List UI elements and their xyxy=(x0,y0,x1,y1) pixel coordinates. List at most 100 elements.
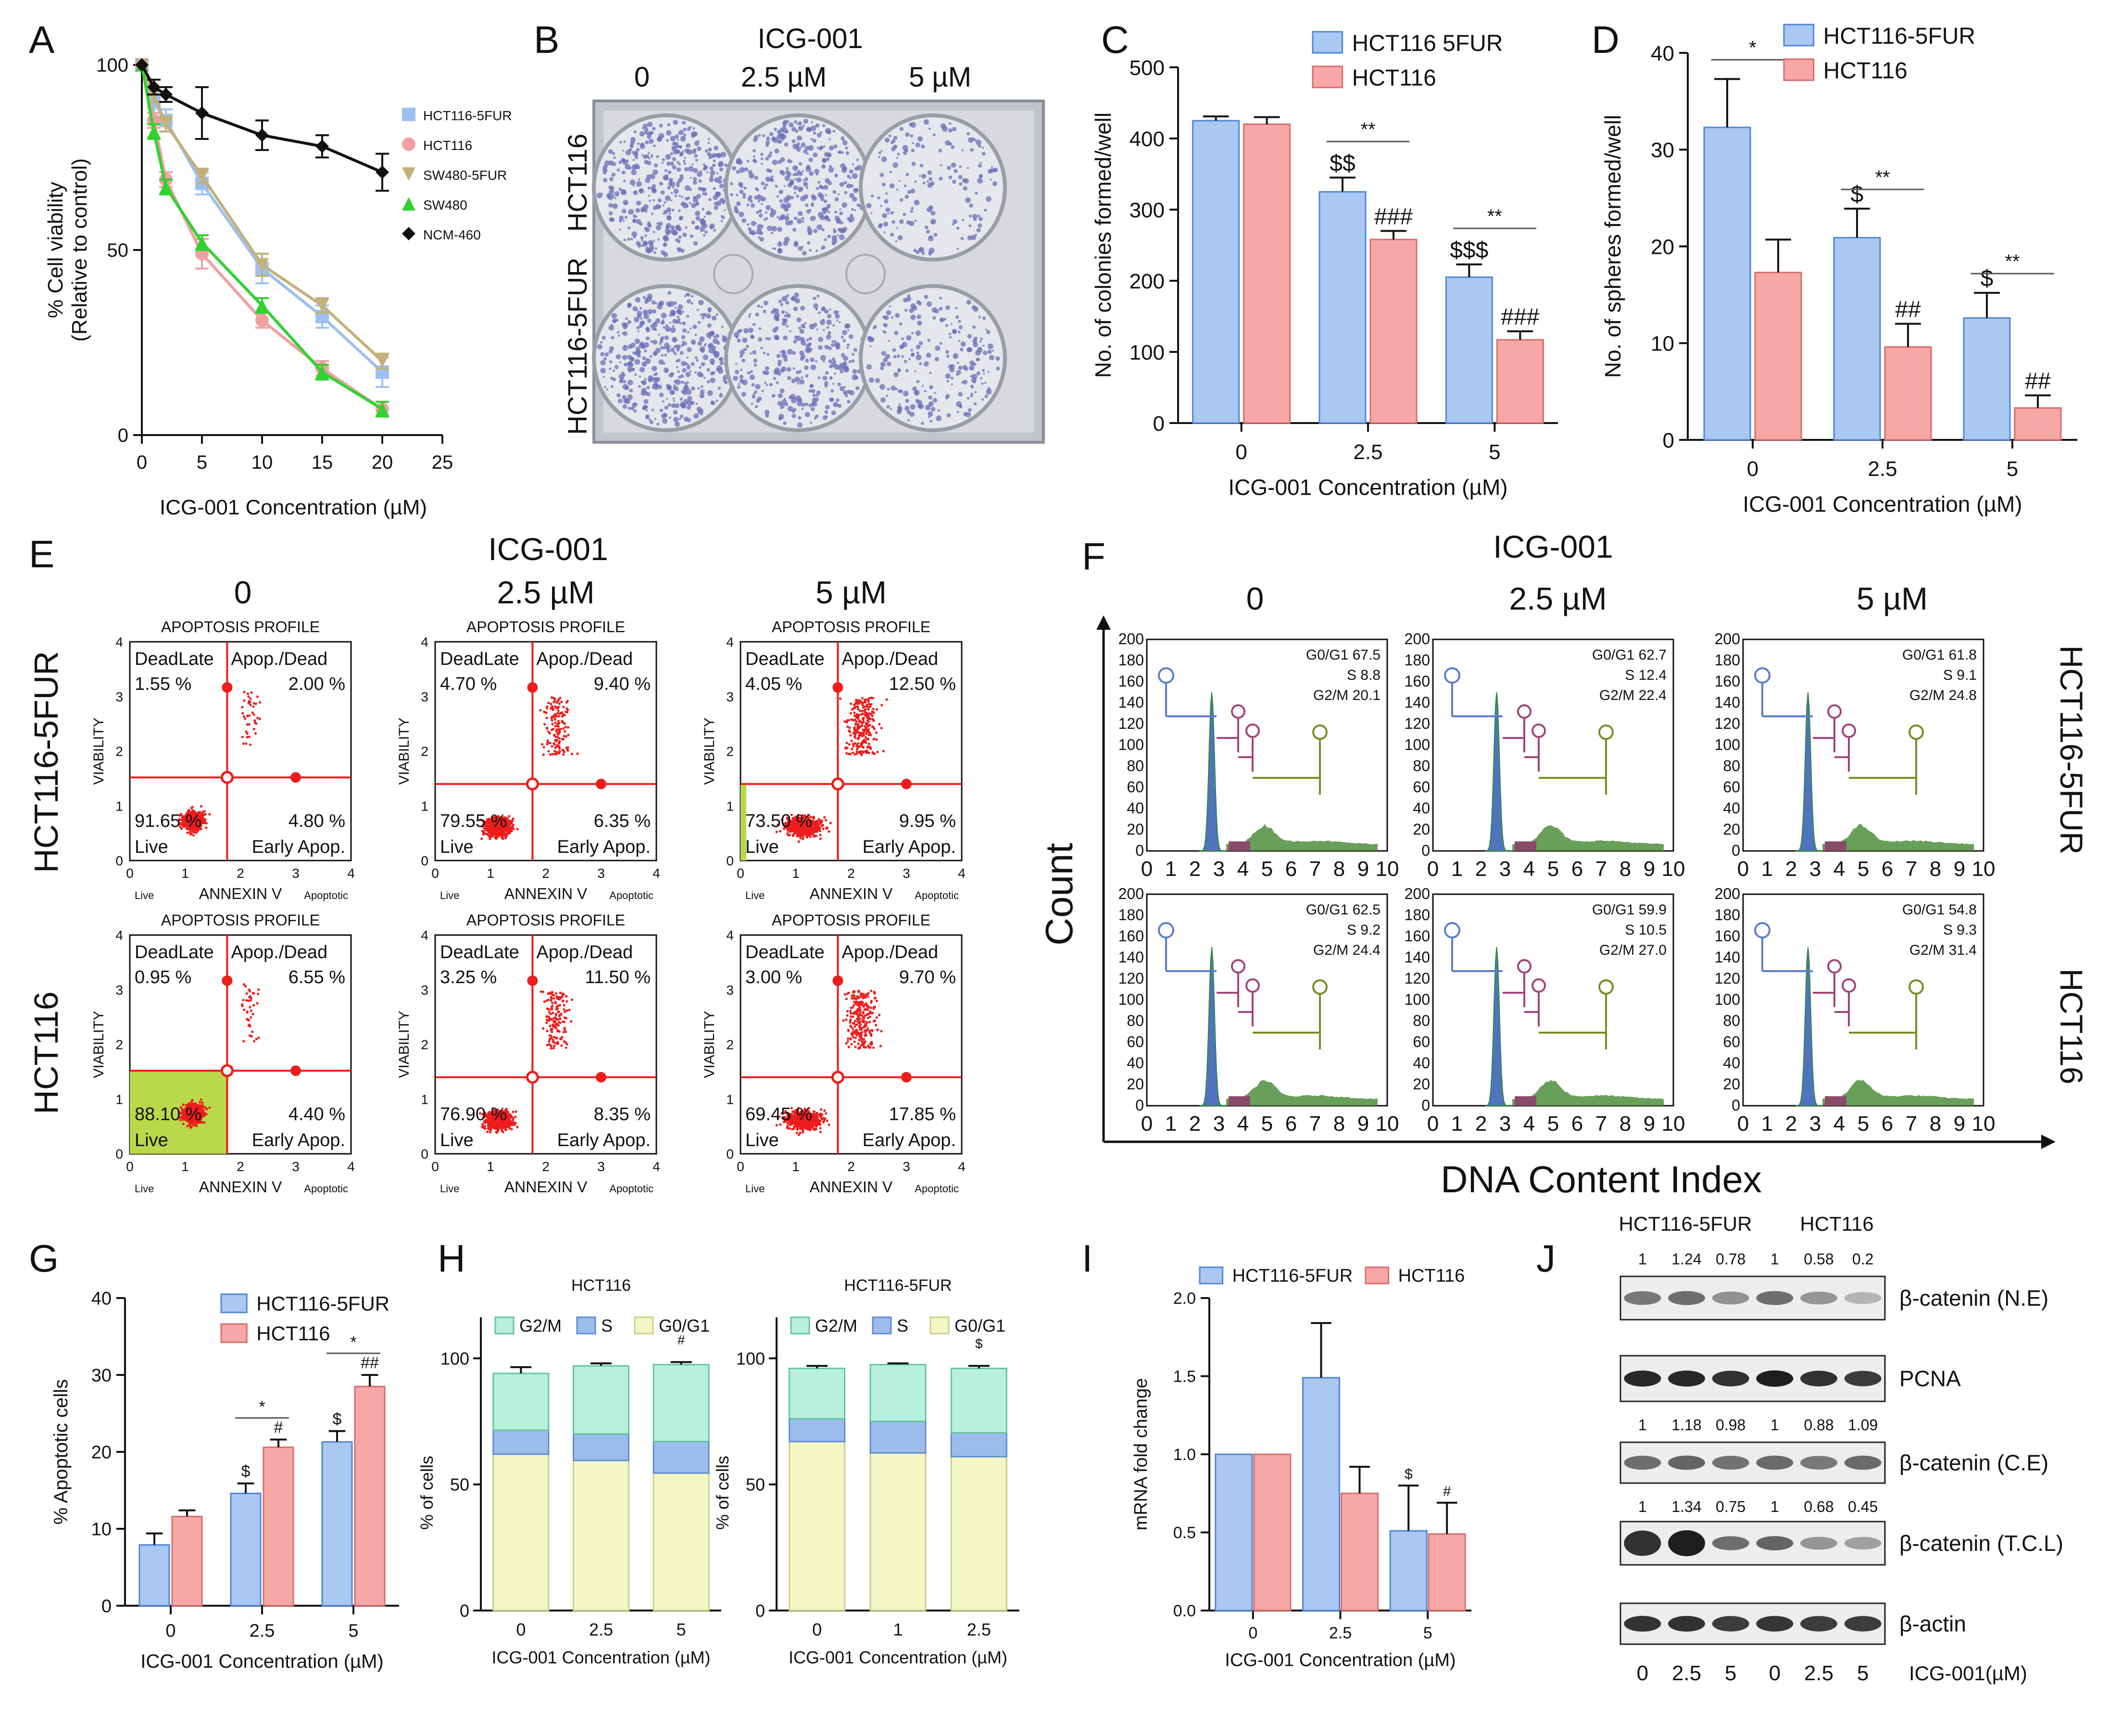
e-event-dot xyxy=(516,828,519,831)
b-colony xyxy=(974,391,977,393)
b-colony xyxy=(600,360,606,366)
e-event-dot xyxy=(547,701,550,704)
b-colony xyxy=(848,334,854,339)
b-colony xyxy=(769,212,775,218)
b-colony xyxy=(628,226,631,230)
b-colony xyxy=(816,328,818,331)
b-colony xyxy=(921,422,924,425)
b-colony xyxy=(619,220,622,223)
e-event-dot xyxy=(859,710,862,712)
b-colony xyxy=(960,341,966,347)
b-colony xyxy=(828,359,833,364)
b-colony xyxy=(928,411,933,417)
b-colony xyxy=(985,328,988,331)
e-event-dot xyxy=(872,719,875,722)
b-colony xyxy=(652,322,658,328)
b-colony xyxy=(715,334,720,338)
e-event-dot xyxy=(858,734,861,737)
b-colony xyxy=(678,304,683,310)
b-colony xyxy=(665,195,671,201)
b-colony xyxy=(719,184,724,188)
b-colony xyxy=(683,133,687,137)
d-sig-mark: $ xyxy=(1981,266,1994,291)
b-colony xyxy=(765,183,768,187)
b-colony xyxy=(958,365,963,370)
d-y-tick-label: 10 xyxy=(1651,332,1674,356)
e-quadrant-value: 4.80 % xyxy=(289,811,345,831)
e-event-dot xyxy=(243,690,246,694)
b-colony xyxy=(794,120,798,124)
b-colony xyxy=(972,213,978,219)
e-event-dot xyxy=(554,721,557,724)
b-colony xyxy=(824,151,829,157)
b-colony xyxy=(612,318,617,323)
b-colony xyxy=(648,224,652,228)
b-colony xyxy=(839,212,843,216)
b-colony xyxy=(793,306,798,312)
b-colony xyxy=(644,349,647,353)
a-point xyxy=(315,299,329,312)
e-x-right-label: Apoptotic xyxy=(915,889,959,901)
b-colony xyxy=(712,338,718,344)
b-colony xyxy=(682,328,687,333)
b-colony xyxy=(869,345,872,348)
b-colony xyxy=(822,124,826,127)
e-event-dot xyxy=(865,712,868,714)
b-colony xyxy=(924,389,927,393)
b-colony xyxy=(906,296,912,302)
b-colony xyxy=(639,131,645,137)
e-event-dot xyxy=(553,749,556,752)
a-point xyxy=(255,258,269,272)
e-event-dot xyxy=(248,714,251,717)
b-colony xyxy=(849,390,854,396)
b-colony xyxy=(741,392,746,397)
e-x-tick-label: 4 xyxy=(347,866,355,881)
b-colony xyxy=(690,386,695,391)
b-colony xyxy=(648,240,653,246)
b-colony xyxy=(829,165,832,168)
b-colony xyxy=(819,215,825,221)
b-colony xyxy=(709,331,715,337)
e-event-dot xyxy=(851,748,854,750)
e-event-dot xyxy=(855,752,858,755)
b-colony xyxy=(839,386,845,391)
b-colony xyxy=(623,140,626,143)
e-event-dot xyxy=(186,831,189,834)
e-event-dot xyxy=(253,719,256,722)
b-colony xyxy=(992,181,997,187)
e-quadrant-value: 2.00 % xyxy=(289,674,345,694)
b-colony xyxy=(701,362,705,366)
b-colony xyxy=(635,346,640,351)
b-colony xyxy=(694,154,698,158)
b-colony xyxy=(794,292,799,298)
b-colony xyxy=(912,305,917,311)
b-colony xyxy=(720,220,723,223)
e-event-dot xyxy=(557,715,560,718)
b-colony xyxy=(896,409,902,414)
b-colony xyxy=(929,372,932,375)
b-colony xyxy=(653,169,658,175)
b-colony xyxy=(810,364,816,371)
b-colony xyxy=(895,240,898,243)
e-event-dot xyxy=(857,702,860,705)
b-colony xyxy=(643,124,648,129)
b-colony xyxy=(813,297,816,300)
b-colony xyxy=(608,325,615,331)
b-colony xyxy=(760,306,763,308)
d-x-tick-label: 2.5 xyxy=(1868,457,1897,481)
b-colony xyxy=(969,365,975,371)
b-colony xyxy=(682,321,686,325)
e-event-dot xyxy=(867,742,871,745)
d-bar xyxy=(1754,272,1802,441)
b-colony xyxy=(656,155,659,158)
e-event-dot xyxy=(802,837,804,840)
a-point xyxy=(255,313,269,327)
b-colony xyxy=(774,326,779,331)
b-colony xyxy=(709,223,715,229)
b-colony xyxy=(621,322,627,327)
b-colony xyxy=(781,350,786,355)
e-quadrant-value: 9.40 % xyxy=(594,674,651,694)
b-colony xyxy=(673,417,679,423)
b-colony xyxy=(957,330,961,334)
e-event-dot xyxy=(825,819,828,822)
